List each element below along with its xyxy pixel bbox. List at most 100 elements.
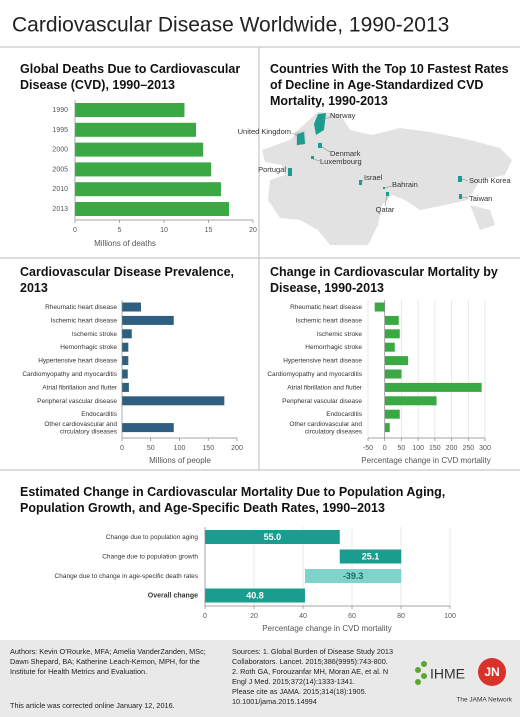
text-line: Peripheral vascular disease (37, 398, 117, 405)
country-shape (458, 176, 462, 182)
bar (205, 530, 340, 544)
category-label: Ischemic stroke (72, 331, 118, 338)
source: 2. Roth GA, Forouzanfar MH, Moran AE, et… (232, 667, 388, 686)
text-line: Other cardiovascular and (44, 421, 117, 428)
bar (75, 162, 212, 177)
country-shape (288, 168, 292, 176)
country-label: Taiwan (469, 194, 492, 203)
text-line: Endocarditis (81, 411, 118, 418)
text-line: Atrial fibrillation and flutter (42, 384, 118, 391)
text-line: 2013 (20, 281, 48, 295)
land (470, 205, 495, 230)
chart-title: Global Deaths Due to Cardiovascular Disea… (20, 62, 240, 92)
bar (122, 423, 174, 433)
category-label: Cardiomyopathy and myocarditis (22, 371, 117, 378)
text-line: Ischemic stroke (317, 331, 363, 338)
leader-line (384, 195, 388, 207)
category-label: 1990 (52, 107, 68, 114)
text-line: 2005 (52, 166, 68, 173)
map-highlights (288, 113, 462, 199)
x-tick-label: 40 (299, 613, 307, 620)
bar (75, 122, 197, 137)
text-line: circulatory diseases (305, 428, 363, 435)
text-line: Overall change (148, 592, 198, 599)
text-line: Endocarditis (326, 411, 363, 418)
x-tick-label: 15 (205, 227, 213, 234)
text-line: 2013 (52, 206, 68, 213)
text-line: Engl J Med. 2015;372(14):1333-1341. (232, 677, 355, 686)
country-label: Denmark (330, 149, 361, 158)
text-line: 2010 (52, 186, 68, 193)
x-axis-title: Millions of people (149, 456, 211, 465)
text-line: Atrial fibrillation and flutter (287, 384, 363, 391)
category-label: Endocarditis (326, 411, 363, 418)
x-tick-label: 20 (250, 613, 258, 620)
text-line: Sources: 1. Global Burden of Disease Stu… (232, 647, 393, 656)
text-line: Countries With the Top 10 Fastest Rates (270, 62, 509, 76)
country-label: Bahrain (392, 180, 418, 189)
category-label: 2010 (52, 186, 68, 193)
text-line: 1995 (52, 127, 68, 134)
text-line: Disease, 1990-2013 (270, 281, 384, 295)
country-shape (459, 194, 462, 199)
category-label: Rheumatic heart disease (290, 304, 362, 311)
text-line: Rheumatic heart disease (290, 304, 362, 311)
chart-title: Estimated Change in Cardiovascular Morta… (20, 485, 445, 515)
country-label: Israel (364, 173, 383, 182)
text-line: Change in Cardiovascular Mortality by (270, 265, 498, 279)
category-label: 2000 (52, 146, 68, 153)
bar (122, 342, 129, 352)
category-label: Rheumatic heart disease (45, 304, 117, 311)
category-label: Hypertensive heart disease (283, 357, 362, 364)
x-tick-label: 50 (398, 445, 406, 452)
category-label: 1995 (52, 127, 68, 134)
country-label: Portugal (258, 165, 286, 174)
leader-line (461, 196, 469, 199)
logo-jn: JN (484, 665, 499, 679)
country-shape (318, 143, 322, 148)
x-tick-label: 150 (429, 445, 441, 452)
text-line: Mortality, 1990-2013 (270, 94, 388, 108)
x-tick-label: -50 (363, 445, 373, 452)
bar (75, 103, 185, 117)
source: Please cite as JAMA. 2015;314(18):1905. 1… (232, 687, 367, 706)
country-shape (311, 156, 314, 159)
text-line: Rheumatic heart disease (45, 304, 117, 311)
country-label: Norway (330, 111, 356, 120)
category-label: 2005 (52, 166, 68, 173)
category-label: Change due to population aging (106, 534, 199, 541)
x-tick-label: 300 (479, 445, 491, 452)
logo-mark (421, 661, 427, 667)
text-line: circulatory diseases (60, 428, 118, 435)
x-tick-label: 100 (174, 445, 186, 452)
x-tick-label: 0 (203, 613, 207, 620)
leader-line (321, 116, 331, 121)
map-leaders (291, 116, 469, 207)
bar (384, 423, 390, 433)
bar (122, 382, 129, 392)
bar (122, 302, 141, 312)
x-tick-label: 80 (397, 613, 405, 620)
text-line: 1990 (52, 107, 68, 114)
x-axis-title: Millions of deaths (94, 239, 156, 248)
text-line: Institute for Health Metrics and Evaluat… (10, 667, 147, 676)
category-label: Atrial fibrillation and flutter (287, 384, 363, 391)
country-label: South Korea (469, 176, 512, 185)
text-line: Disease (CVD), 1990–2013 (20, 78, 175, 92)
leader-line (360, 179, 364, 184)
text-line: Cardiovascular Disease Prevalence, (20, 265, 234, 279)
text-line: Ischemic heart disease (296, 317, 363, 324)
x-axis-title: Percentage change in CVD mortality (361, 456, 490, 465)
text-line: 2000 (52, 146, 68, 153)
bar (384, 356, 409, 366)
category-label: Peripheral vascular disease (37, 398, 117, 405)
text-line: 2. Roth GA, Forouzanfar MH, Moran AE, et… (232, 667, 388, 676)
text-line: Cardiomyopathy and myocarditis (267, 371, 362, 378)
bar (75, 142, 204, 157)
chart-title: Change in Cardiovascular Mortality by Dis… (270, 265, 498, 295)
x-tick-label: 0 (73, 227, 77, 234)
land (262, 112, 512, 245)
x-tick-label: 10 (160, 227, 168, 234)
text-line: Estimated Change in Cardiovascular Morta… (20, 485, 445, 499)
x-tick-label: 100 (444, 613, 456, 620)
